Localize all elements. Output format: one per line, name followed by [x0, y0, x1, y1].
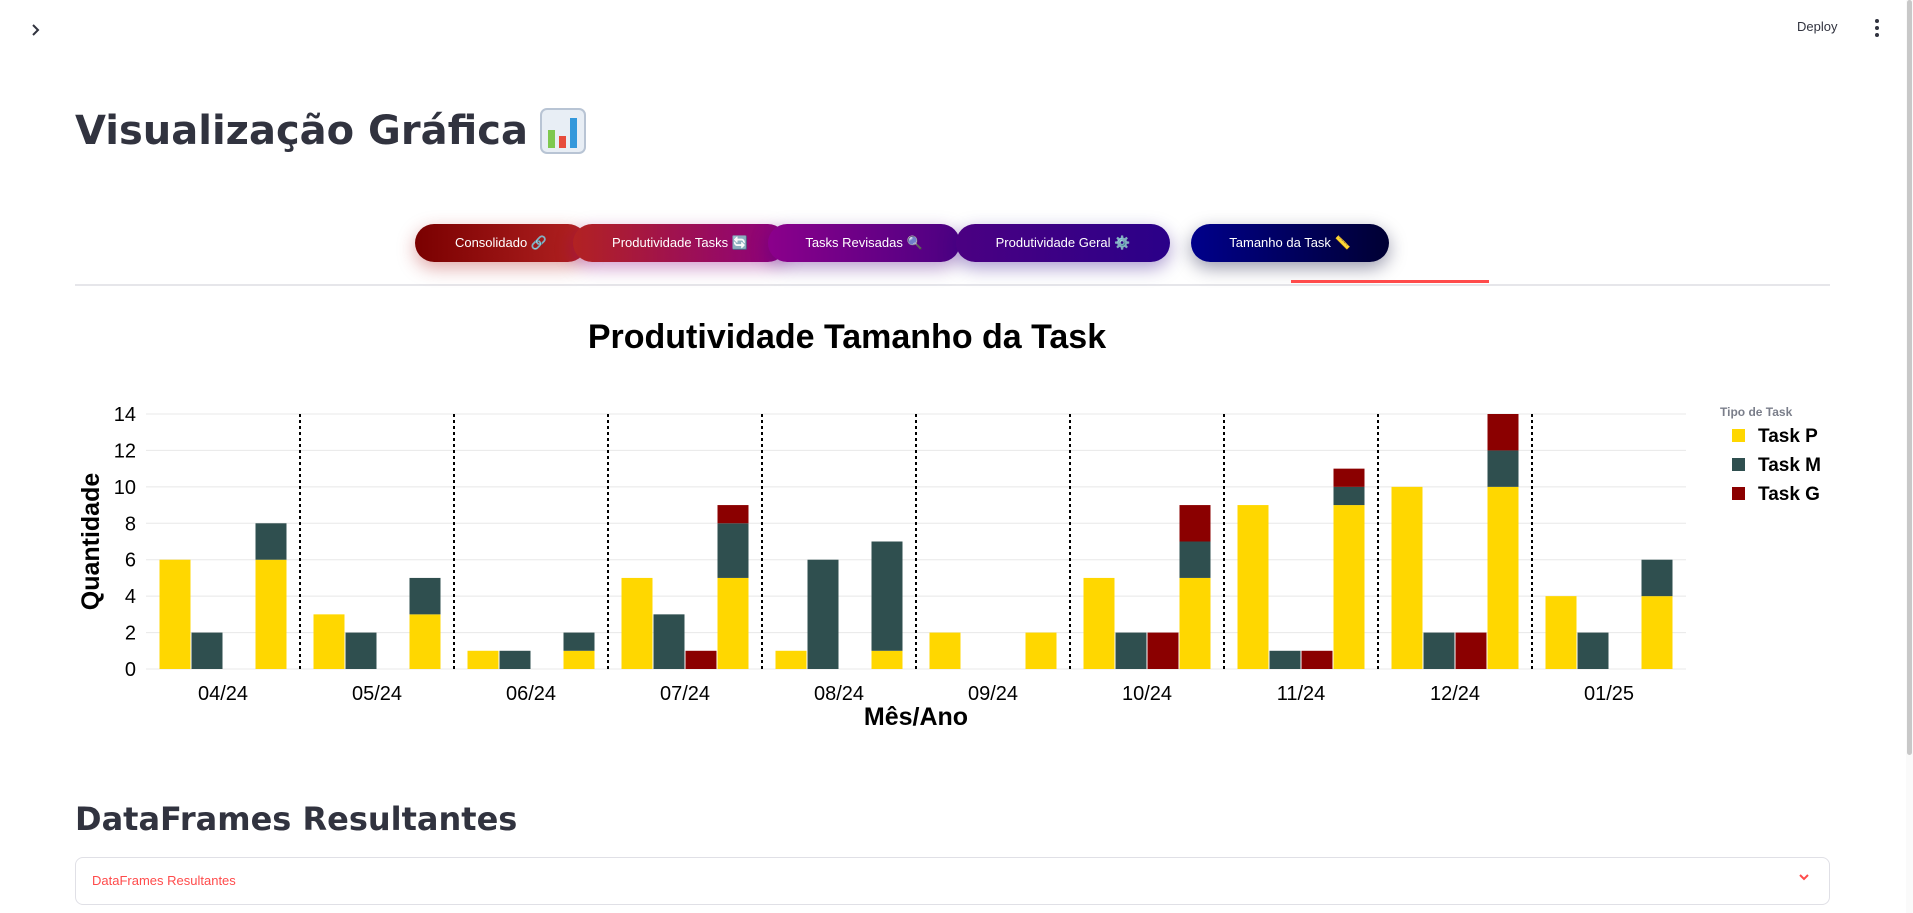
stacked-bar-task-m: [409, 577, 441, 615]
x-tick-label: 10/24: [1122, 683, 1172, 705]
x-tick-label: 06/24: [506, 683, 556, 705]
stacked-bar-task-m: [871, 541, 903, 651]
y-tick-label: 12: [114, 440, 136, 462]
bar-task-m: [1423, 632, 1455, 669]
tab-2[interactable]: Produtividade Tasks 🔄: [573, 224, 787, 262]
deploy-button[interactable]: Deploy: [1797, 19, 1838, 34]
bar-task-p: [621, 577, 653, 669]
y-axis-label: Quantidade: [77, 473, 105, 611]
stacked-bar-task-p: [1487, 486, 1519, 669]
stacked-bar-task-p: [871, 650, 903, 669]
page-title: Visualização Gráfica: [75, 108, 586, 154]
y-tick-label: 4: [125, 586, 136, 608]
dataframes-expander[interactable]: DataFrames Resultantes: [75, 857, 1830, 905]
bar-task-m: [345, 632, 377, 669]
top-bar: Deploy: [0, 0, 1913, 60]
y-tick-label: 2: [125, 623, 136, 645]
bar-task-g: [1147, 632, 1179, 669]
bar-task-p: [159, 559, 191, 669]
bar-task-m: [653, 614, 685, 669]
legend-title: Tipo de Task: [1720, 405, 1793, 419]
chart-container: Produtividade Tamanho da Task 0 2 4 6 8 10 12 14…: [75, 310, 1845, 750]
tab-1[interactable]: Consolidado 🔗: [415, 224, 587, 262]
legend-swatch: [1732, 429, 1745, 442]
bar-task-m: [191, 632, 223, 669]
legend-item-label: Task P: [1758, 426, 1818, 447]
stacked-bar-task-g: [1333, 468, 1365, 487]
stacked-bar-task-p: [717, 577, 749, 669]
x-tick-label: 11/24: [1277, 683, 1326, 705]
bar-task-m: [807, 559, 839, 669]
bar-task-p: [1237, 505, 1269, 669]
stacked-bar-task-p: [563, 650, 595, 669]
stacked-bar-task-g: [1179, 505, 1211, 542]
stacked-bar-task-p: [1641, 596, 1673, 669]
stacked-bar-task-g: [717, 505, 749, 524]
expander-label: DataFrames Resultantes: [92, 873, 236, 888]
bar-task-g: [1455, 632, 1487, 669]
bar-task-p: [1545, 596, 1577, 669]
y-tick-label: 8: [125, 513, 136, 535]
bar-task-m: [1269, 650, 1301, 669]
stacked-bar-task-m: [1487, 450, 1519, 487]
stacked-bar-task-p: [1333, 505, 1365, 669]
y-tick-label: 6: [125, 550, 136, 572]
chevron-right-icon[interactable]: [28, 20, 48, 44]
tab-5[interactable]: Tamanho da Task 📏: [1191, 224, 1389, 262]
bar-chart: Produtividade Tamanho da Task 0 2 4 6 8 10 12 14…: [77, 318, 1821, 731]
bar-task-m: [499, 650, 531, 669]
stacked-bar-task-m: [1333, 486, 1365, 506]
bar-task-m: [1577, 632, 1609, 669]
bar-task-g: [1301, 650, 1333, 669]
tab-4[interactable]: Produtividade Geral ⚙️: [956, 224, 1170, 262]
stacked-bar-task-m: [1179, 541, 1211, 578]
x-tick-label: 05/24: [352, 683, 402, 705]
x-tick-label: 08/24: [814, 683, 864, 705]
page-title-text: Visualização Gráfica: [75, 108, 528, 154]
scrollbar-thumb[interactable]: [1907, 0, 1912, 755]
bar-task-p: [1391, 486, 1423, 669]
active-tab-indicator: [1291, 280, 1489, 283]
tab-3[interactable]: Tasks Revisadas 🔍: [768, 224, 960, 262]
stacked-bar-task-m: [255, 523, 287, 560]
x-tick-label: 04/24: [198, 683, 248, 705]
tab-bar: Consolidado 🔗 Produtividade Tasks 🔄 Tasks …: [75, 224, 1830, 286]
x-axis-label: Mês/Ano: [864, 703, 968, 731]
stacked-bar-task-p: [1179, 577, 1211, 669]
stacked-bar-task-p: [255, 559, 287, 669]
bar-task-p: [775, 650, 807, 669]
bar-task-g: [685, 650, 717, 669]
bar-task-m: [1115, 632, 1147, 669]
stacked-bar-task-p: [1025, 632, 1057, 669]
bar-task-p: [313, 614, 345, 669]
x-tick-label: 12/24: [1430, 683, 1480, 705]
bar-task-p: [1083, 577, 1115, 669]
bar-task-p: [467, 650, 499, 669]
y-tick-label: 14: [114, 404, 136, 426]
legend-item-label: Task G: [1758, 484, 1820, 505]
y-tick-label: 10: [114, 477, 136, 499]
stacked-bar-task-m: [1641, 559, 1673, 597]
chart-title: Produtividade Tamanho da Task: [588, 318, 1106, 356]
stacked-bar-task-g: [1487, 414, 1519, 451]
legend-swatch: [1732, 458, 1745, 471]
x-tick-label: 07/24: [660, 683, 710, 705]
legend-item-label: Task M: [1758, 455, 1821, 476]
stacked-bar-task-p: [409, 614, 441, 669]
stacked-bar-task-m: [563, 632, 595, 651]
bar-task-p: [929, 632, 961, 669]
chevron-down-icon: [1797, 870, 1811, 889]
section-heading: DataFrames Resultantes: [75, 800, 518, 838]
x-tick-label: 01/25: [1584, 683, 1634, 705]
scrollbar[interactable]: [1906, 0, 1913, 913]
stacked-bar-task-m: [717, 523, 749, 578]
legend-swatch: [1732, 487, 1745, 500]
bar-chart-icon: [539, 108, 586, 154]
y-tick-label: 0: [125, 659, 136, 681]
kebab-menu-icon[interactable]: [1870, 16, 1884, 40]
x-tick-label: 09/24: [968, 683, 1018, 705]
